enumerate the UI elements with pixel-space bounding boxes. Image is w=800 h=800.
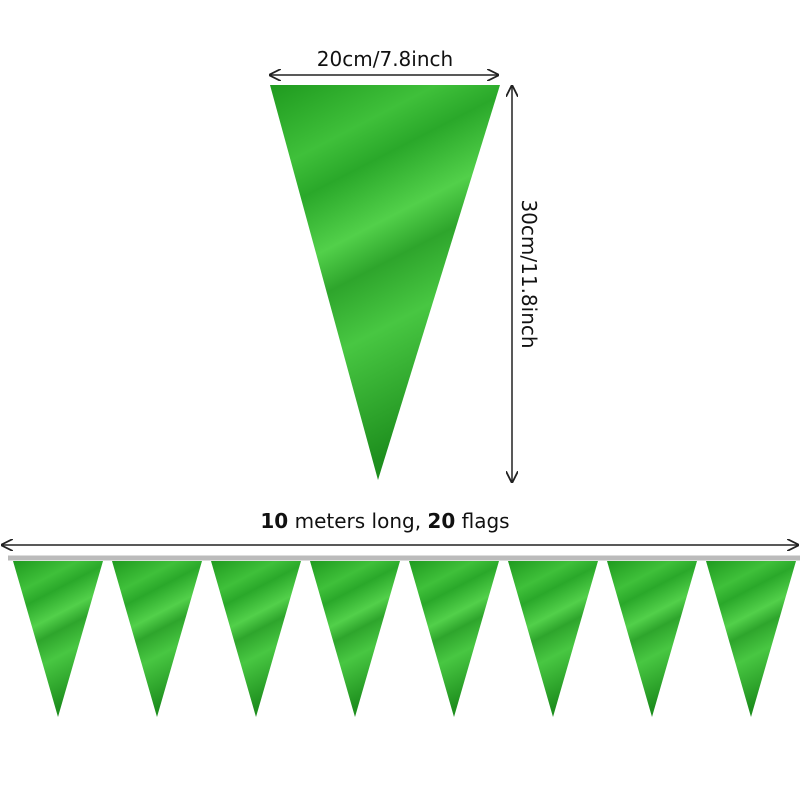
small-flag bbox=[13, 561, 103, 717]
width-label: 20cm/7.8inch bbox=[317, 47, 453, 71]
large-flag bbox=[270, 85, 500, 480]
small-flag bbox=[706, 561, 796, 717]
length-label: 10 meters long, 20 flags bbox=[260, 509, 509, 533]
small-flag bbox=[112, 561, 202, 717]
small-flag bbox=[310, 561, 400, 717]
count-text: flags bbox=[462, 509, 510, 533]
small-flag bbox=[409, 561, 499, 717]
small-flag bbox=[607, 561, 697, 717]
small-flag bbox=[508, 561, 598, 717]
flag-row bbox=[13, 561, 796, 717]
length-text: meters long, bbox=[295, 509, 421, 533]
small-flag bbox=[211, 561, 301, 717]
flag-length: 10 bbox=[260, 509, 288, 533]
height-label: 30cm/11.8inch bbox=[517, 199, 541, 348]
flag-count: 20 bbox=[427, 509, 455, 533]
